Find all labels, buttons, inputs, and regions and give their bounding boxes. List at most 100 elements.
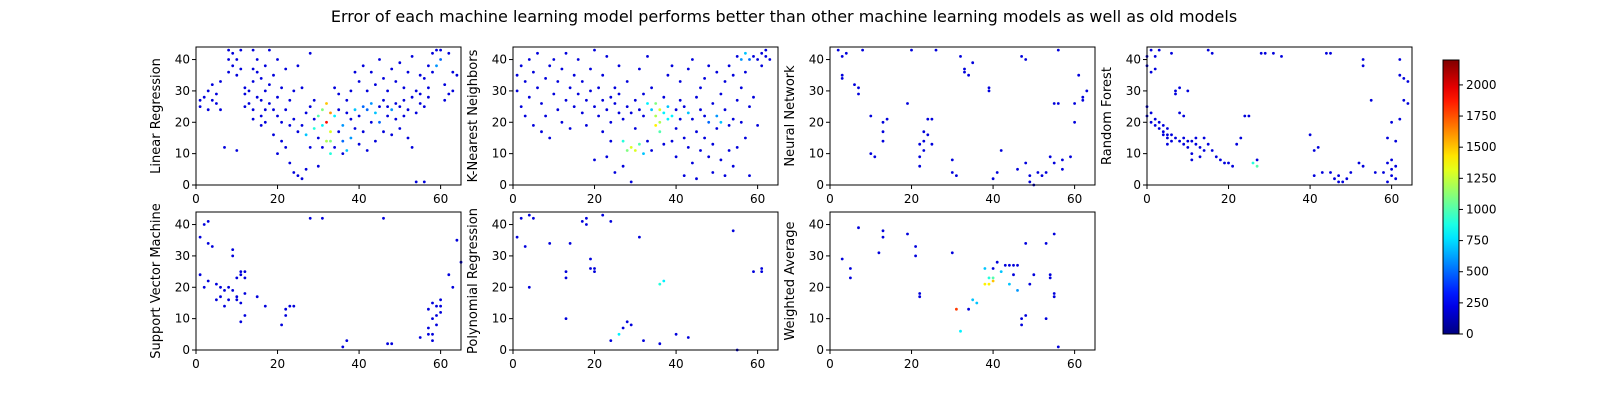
data-point [1044, 171, 1048, 174]
data-point [251, 67, 255, 71]
data-point [374, 83, 377, 86]
data-point [337, 130, 341, 134]
data-point [674, 127, 678, 130]
x-tick-label: 0 [509, 357, 517, 371]
data-point [739, 120, 743, 124]
data-point [678, 98, 682, 102]
data-point [345, 98, 349, 102]
data-point [378, 120, 381, 124]
data-point [427, 326, 430, 330]
data-point [1308, 133, 1312, 137]
data-point [402, 98, 406, 102]
data-point [991, 177, 995, 181]
data-point [280, 120, 283, 124]
data-point [418, 336, 422, 339]
data-point [272, 133, 275, 137]
data-point [1166, 136, 1169, 140]
y-tick-label: 30 [175, 84, 190, 98]
data-point [662, 279, 666, 283]
data-point [382, 216, 385, 220]
data-point [382, 130, 385, 134]
data-point [1170, 139, 1173, 143]
x-tick-label: 20 [1221, 192, 1236, 206]
data-point [1056, 345, 1060, 349]
plot-frame [829, 46, 1096, 186]
data-point [744, 51, 747, 55]
data-point [857, 226, 860, 230]
data-point [638, 142, 641, 146]
x-tick-label: 40 [351, 192, 366, 206]
data-point [727, 64, 731, 68]
data-point [1361, 164, 1365, 168]
data-point [844, 51, 848, 55]
data-point [349, 117, 353, 121]
data-point [227, 58, 231, 61]
data-point [715, 127, 719, 130]
data-point [422, 105, 426, 108]
data-point [715, 70, 719, 74]
data-point [251, 108, 255, 112]
figure-title: Error of each machine learning model per… [331, 7, 1237, 26]
data-point [1166, 127, 1169, 130]
data-point [695, 95, 698, 99]
data-point [950, 251, 954, 255]
data-point [621, 326, 625, 330]
data-point [967, 307, 970, 311]
data-point [857, 86, 860, 90]
data-point [560, 120, 564, 124]
data-point [707, 120, 711, 124]
data-point [206, 242, 210, 245]
data-point [1386, 180, 1389, 184]
data-point [967, 73, 970, 77]
data-point [731, 164, 735, 168]
data-point [666, 73, 670, 77]
data-point [259, 124, 263, 127]
data-point [1320, 171, 1324, 174]
data-point [1190, 139, 1194, 143]
data-point [325, 102, 328, 105]
data-point [1272, 51, 1275, 55]
data-point [840, 257, 844, 261]
data-point [674, 155, 678, 159]
data-point [312, 127, 316, 130]
data-point [906, 102, 909, 105]
colorbar-tick-label: 1500 [1466, 140, 1497, 154]
data-point [527, 95, 531, 99]
data-point [1028, 174, 1032, 178]
data-point [691, 58, 694, 61]
data-point [333, 114, 336, 118]
data-point [1369, 98, 1373, 102]
data-point [748, 58, 751, 61]
x-tick-label: 20 [904, 192, 919, 206]
data-point [601, 98, 605, 102]
data-point [869, 152, 873, 156]
data-point [678, 117, 682, 121]
data-point [523, 245, 527, 248]
data-point [548, 64, 552, 68]
y-tick-label: 40 [175, 53, 190, 67]
data-point [873, 155, 877, 159]
data-point [215, 298, 218, 302]
data-point [654, 114, 658, 118]
y-tick-label: 20 [809, 115, 824, 129]
data-point [304, 133, 308, 137]
data-point [398, 105, 402, 108]
data-point [435, 314, 438, 317]
data-point [455, 238, 459, 242]
data-point [999, 149, 1003, 152]
data-point [764, 48, 768, 52]
data-point [202, 95, 206, 99]
data-point [995, 260, 999, 264]
data-point [451, 89, 455, 93]
data-point [638, 108, 641, 112]
data-point [926, 117, 930, 121]
data-point [662, 95, 666, 99]
data-point [1024, 242, 1028, 245]
colorbar-tick-label: 250 [1466, 296, 1489, 310]
data-point [580, 220, 584, 223]
data-point [1008, 263, 1011, 267]
data-point [443, 83, 447, 86]
data-point [345, 111, 349, 115]
data-point [1182, 114, 1186, 118]
data-point [1052, 295, 1056, 299]
